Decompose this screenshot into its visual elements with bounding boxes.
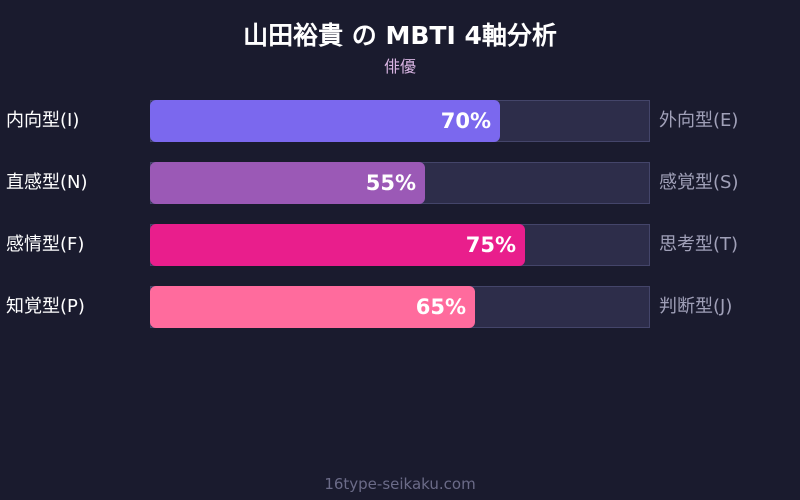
- bar-fill: 70%: [150, 100, 500, 142]
- left-axis-label: 感情型(F): [6, 234, 85, 255]
- right-axis-label: 判断型(J): [659, 296, 733, 317]
- bar-fill: 65%: [150, 286, 475, 328]
- chart-subtitle: 俳優: [383, 57, 416, 76]
- bar-value-label: 75%: [465, 233, 516, 257]
- bar-row: 感情型(F) 75% 思考型(T): [0, 224, 800, 266]
- bar-fill: 55%: [150, 162, 425, 204]
- bar-value-label: 65%: [415, 295, 466, 319]
- right-axis-label: 外向型(E): [659, 110, 739, 131]
- bar-row: 直感型(N) 55% 感覚型(S): [0, 162, 800, 204]
- bar-fill: 75%: [150, 224, 525, 266]
- bar-row: 内向型(I) 70% 外向型(E): [0, 100, 800, 142]
- left-axis-label: 内向型(I): [6, 110, 80, 131]
- bar-value-label: 70%: [440, 109, 491, 133]
- left-axis-label: 知覚型(P): [6, 296, 85, 317]
- chart-title: 山田裕貴 の MBTI 4軸分析: [243, 21, 557, 50]
- right-axis-label: 思考型(T): [659, 234, 739, 255]
- bar-value-label: 55%: [365, 171, 416, 195]
- left-axis-label: 直感型(N): [6, 172, 88, 193]
- bar-row: 知覚型(P) 65% 判断型(J): [0, 286, 800, 328]
- right-axis-label: 感覚型(S): [659, 172, 739, 193]
- footer-site: 16type-seikaku.com: [324, 475, 476, 493]
